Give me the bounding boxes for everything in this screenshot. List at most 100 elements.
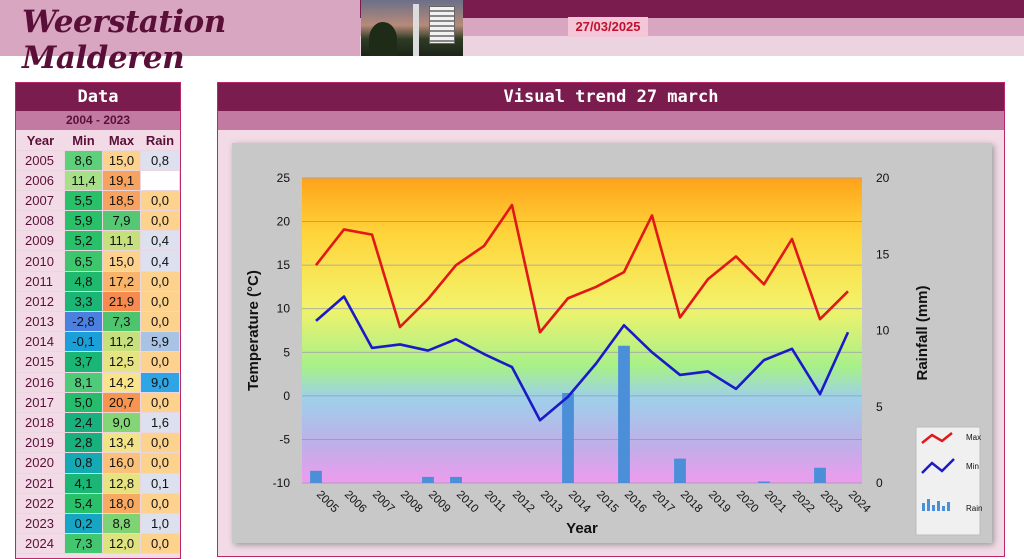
x-tick-label: 2015 bbox=[594, 489, 621, 516]
cell-rain: 0,0 bbox=[140, 391, 180, 413]
rain-bar bbox=[814, 467, 826, 483]
table-row: 2014 -0,1 11,2 5,9 bbox=[16, 331, 180, 353]
cell-year: 2005 bbox=[16, 149, 65, 171]
table-row: 2019 2,8 13,4 0,0 bbox=[16, 432, 180, 454]
table-row: 2018 2,4 9,0 1,6 bbox=[16, 411, 180, 434]
x-tick-label: 2014 bbox=[566, 489, 593, 516]
cell-year: 2007 bbox=[16, 189, 65, 212]
cell-max: 12,5 bbox=[102, 351, 141, 373]
data-table: Year Min Max Rain 2005 8,6 15,0 0,8 2006 11,4… bbox=[16, 131, 180, 555]
x-tick-label: 2012 bbox=[510, 489, 537, 516]
cell-min: 7,3 bbox=[64, 533, 103, 555]
legend-rain-bar-icon bbox=[922, 503, 925, 511]
table-row: 2006 11,4 19,1 bbox=[16, 169, 180, 191]
cell-year: 2024 bbox=[16, 533, 65, 555]
cell-min: 4,1 bbox=[64, 472, 103, 494]
station-pole bbox=[413, 4, 419, 56]
cell-min: 0,8 bbox=[64, 452, 103, 474]
chart-panel: Visual trend 27 march -10 -5 0 5 10 15 20 25 0 5 1… bbox=[217, 82, 1005, 557]
cell-max: 8,8 bbox=[102, 512, 141, 535]
cell-rain: 0,0 bbox=[140, 290, 180, 313]
x-tick-label: 2005 bbox=[314, 489, 341, 516]
cell-max: 20,7 bbox=[102, 391, 141, 413]
x-tick-label: 2021 bbox=[762, 489, 789, 516]
cell-min: 0,2 bbox=[64, 512, 103, 535]
cell-max: 21,9 bbox=[102, 290, 141, 313]
cell-year: 2011 bbox=[16, 270, 65, 292]
cell-min: 5,2 bbox=[64, 230, 103, 252]
y-tick-label: 10 bbox=[277, 302, 291, 316]
cell-max: 19,1 bbox=[102, 169, 141, 191]
cell-max: 18,0 bbox=[102, 492, 141, 514]
cell-min: 5,9 bbox=[64, 210, 103, 232]
series-line-min bbox=[315, 295, 850, 422]
cell-rain: 0,4 bbox=[140, 250, 180, 272]
y-axis-title: Temperature (°C) bbox=[245, 270, 262, 391]
chart-title: Visual trend 27 march bbox=[218, 83, 1004, 111]
cell-year: 2023 bbox=[16, 512, 65, 535]
cell-rain bbox=[140, 169, 180, 191]
y2-tick-label: 15 bbox=[876, 247, 890, 261]
cell-max: 9,0 bbox=[102, 411, 141, 434]
table-row: 2013 -2,8 7,3 0,0 bbox=[16, 310, 180, 333]
cell-rain: 0,8 bbox=[140, 149, 180, 171]
cell-max: 11,1 bbox=[102, 230, 141, 252]
data-range: 2004 - 2023 bbox=[16, 111, 180, 130]
table-row: 2005 8,6 15,0 0,8 bbox=[16, 149, 180, 171]
table-row: 2017 5,0 20,7 0,0 bbox=[16, 391, 180, 413]
x-tick-label: 2020 bbox=[734, 489, 761, 516]
cell-max: 7,3 bbox=[102, 310, 141, 333]
x-tick-label: 2008 bbox=[398, 489, 425, 516]
y2-tick-label: 20 bbox=[876, 171, 890, 185]
y2-tick-label: 0 bbox=[876, 476, 883, 490]
cell-year: 2012 bbox=[16, 290, 65, 313]
cell-year: 2010 bbox=[16, 250, 65, 272]
legend-rain-label: Rain bbox=[966, 504, 982, 513]
cell-rain: 5,9 bbox=[140, 331, 180, 353]
weather-station-photo bbox=[361, 0, 463, 56]
cell-min: 8,1 bbox=[64, 371, 103, 393]
x-tick-label: 2007 bbox=[370, 489, 397, 516]
cell-rain: 0,0 bbox=[140, 533, 180, 555]
legend-min-label: Min bbox=[966, 462, 979, 471]
cell-min: 3,7 bbox=[64, 351, 103, 373]
x-tick-label: 2011 bbox=[482, 489, 508, 515]
x-axis-title: Year bbox=[566, 520, 598, 537]
table-row: 2021 4,1 12,8 0,1 bbox=[16, 472, 180, 494]
legend-rain-bar-icon bbox=[947, 502, 950, 511]
x-tick-label: 2013 bbox=[538, 489, 565, 516]
table-row: 2011 4,8 17,2 0,0 bbox=[16, 270, 180, 292]
x-tick-label: 2016 bbox=[622, 489, 649, 516]
cell-min: 6,5 bbox=[64, 250, 103, 272]
cell-max: 15,0 bbox=[102, 149, 141, 171]
cell-max: 16,0 bbox=[102, 452, 141, 474]
cell-year: 2008 bbox=[16, 210, 65, 232]
cell-min: -2,8 bbox=[64, 310, 103, 333]
x-tick-label: 2019 bbox=[706, 489, 733, 516]
rain-bar bbox=[450, 476, 462, 483]
cell-max: 17,2 bbox=[102, 270, 141, 292]
cell-year: 2013 bbox=[16, 310, 65, 333]
data-panel: Data 2004 - 2023 Year Min Max Rain 2005 8… bbox=[15, 82, 181, 559]
y2-tick-label: 10 bbox=[876, 324, 890, 338]
x-tick-label: 2010 bbox=[454, 489, 481, 516]
cell-max: 11,2 bbox=[102, 331, 141, 353]
y-tick-label: 5 bbox=[283, 345, 290, 359]
data-panel-title: Data bbox=[16, 83, 180, 111]
y-tick-label: 0 bbox=[283, 389, 290, 403]
cell-year: 2006 bbox=[16, 169, 65, 191]
cell-rain: 0,0 bbox=[140, 210, 180, 232]
legend-min-line-icon bbox=[921, 458, 955, 474]
cell-year: 2021 bbox=[16, 472, 65, 494]
cell-min: 5,5 bbox=[64, 189, 103, 212]
rain-bar bbox=[674, 458, 686, 483]
data-table-body: 2005 8,6 15,0 0,8 2006 11,4 19,1 2007 5,5 18,5 0,0… bbox=[16, 149, 180, 555]
legend: Max Min Rain bbox=[915, 426, 982, 536]
cell-year: 2018 bbox=[16, 411, 65, 434]
cell-min: 3,3 bbox=[64, 290, 103, 313]
cell-year: 2009 bbox=[16, 230, 65, 252]
cell-max: 14,2 bbox=[102, 371, 141, 393]
legend-rain-bar-icon bbox=[932, 505, 935, 511]
cell-min: -0,1 bbox=[64, 331, 103, 353]
table-row: 2009 5,2 11,1 0,4 bbox=[16, 230, 180, 252]
